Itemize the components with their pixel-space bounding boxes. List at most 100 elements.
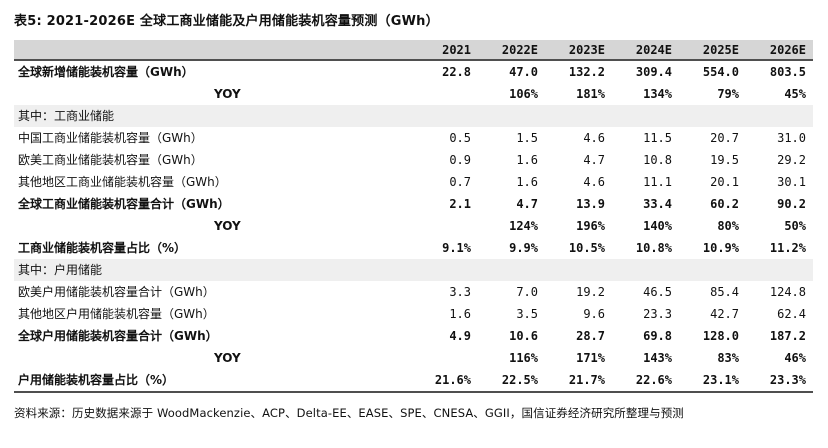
cell-value: 23.1% <box>679 369 746 393</box>
column-header-year: 2023E <box>545 40 612 61</box>
cell-value: 83% <box>717 351 739 365</box>
cell-value: 4.7 <box>583 153 605 167</box>
cell-value: 132.2 <box>568 65 605 79</box>
cell-value: 0.5 <box>449 131 471 145</box>
cell-value: 134% <box>643 87 672 101</box>
cell-value: 4.6 <box>583 175 605 189</box>
cell-value: 10.5% <box>568 241 605 255</box>
cell-value: 46.5 <box>643 285 672 299</box>
cell-value: 0.7 <box>449 175 471 189</box>
column-header-year: 2025E <box>679 40 746 61</box>
cell-value: 79% <box>717 87 739 101</box>
cell-value: 11.2% <box>769 241 806 255</box>
cell-value: 60.2 <box>710 197 739 211</box>
cell-value: 0.9 <box>449 153 471 167</box>
report-table-page: 表5: 2021-2026E 全球工商业储能及户用储能装机容量预测（GWh） 2… <box>14 14 813 420</box>
cell-value: 3.5 <box>516 307 538 321</box>
table-row: 其他地区工商业储能装机容量（GWh） 0.7 1.6 4.6 11.1 20.1 30.1 <box>14 171 813 193</box>
row-label: 欧美户用储能装机容量合计（GWh） <box>18 285 215 299</box>
cell-value: 1.5 <box>516 131 538 145</box>
cell-value: 62.4 <box>777 307 806 321</box>
cell-value: 554.0 <box>702 65 739 79</box>
row-label: 工商业储能装机容量占比（%） <box>18 241 187 255</box>
cell-value: 309.4 <box>635 65 672 79</box>
section-label: 其中：工商业储能 <box>14 105 813 127</box>
row-label: YOY <box>214 351 241 365</box>
row-label: 欧美工商业储能装机容量（GWh） <box>18 153 203 167</box>
cell-value: 4.6 <box>583 131 605 145</box>
cell-value <box>411 347 478 369</box>
table-row: 其他地区户用储能装机容量（GWh） 1.6 3.5 9.6 23.3 42.7 62.4 <box>14 303 813 325</box>
cell-value: 90.2 <box>777 197 806 211</box>
cell-value: 47.0 <box>509 65 538 79</box>
table-row: 欧美工商业储能装机容量（GWh） 0.9 1.6 4.7 10.8 19.5 29.2 <box>14 149 813 171</box>
cell-value: 13.9 <box>576 197 605 211</box>
column-header-year: 2026E <box>746 40 813 61</box>
cell-value: 20.7 <box>710 131 739 145</box>
section-row: 其中：户用储能 <box>14 259 813 281</box>
row-label: 全球新增储能装机容量（GWh） <box>18 65 194 79</box>
cell-value: 50% <box>784 219 806 233</box>
row-label: 其他地区工商业储能装机容量（GWh） <box>18 175 227 189</box>
cell-value: 124% <box>509 219 538 233</box>
table-row: 全球工商业储能装机容量合计（GWh） 2.1 4.7 13.9 33.4 60.2 90.2 <box>14 193 813 215</box>
storage-forecast-table: 2021 2022E 2023E 2024E 2025E 2026E 全球新增储能装机容量… <box>14 40 813 393</box>
cell-value: 19.2 <box>576 285 605 299</box>
cell-value: 42.7 <box>710 307 739 321</box>
cell-value: 23.3% <box>746 369 813 393</box>
cell-value: 1.6 <box>516 153 538 167</box>
column-header-year: 2022E <box>478 40 545 61</box>
cell-value: 116% <box>509 351 538 365</box>
table-title: 表5: 2021-2026E 全球工商业储能及户用储能装机容量预测（GWh） <box>14 14 439 29</box>
cell-value: 171% <box>576 351 605 365</box>
row-label: 全球工商业储能装机容量合计（GWh） <box>18 197 230 211</box>
row-label: YOY <box>214 219 241 233</box>
cell-value: 85.4 <box>710 285 739 299</box>
cell-value: 22.6% <box>612 369 679 393</box>
row-label: 中国工商业储能装机容量（GWh） <box>18 131 203 145</box>
cell-value: 11.5 <box>643 131 672 145</box>
cell-value: 31.0 <box>777 131 806 145</box>
table-row: 全球新增储能装机容量（GWh） 22.8 47.0 132.2 309.4 554.0 80… <box>14 60 813 83</box>
cell-value: 21.6% <box>411 369 478 393</box>
cell-value: 10.9% <box>702 241 739 255</box>
cell-value: 20.1 <box>710 175 739 189</box>
cell-value: 69.8 <box>643 329 672 343</box>
cell-value: 803.5 <box>769 65 806 79</box>
cell-value: 2.1 <box>449 197 471 211</box>
cell-value: 7.0 <box>516 285 538 299</box>
section-row: 其中：工商业储能 <box>14 105 813 127</box>
table-row: YOY 106% 181% 134% 79% 45% <box>14 83 813 105</box>
cell-value: 4.9 <box>449 329 471 343</box>
row-label: 全球户用储能装机容量合计（GWh） <box>18 329 218 343</box>
column-header-year: 2024E <box>612 40 679 61</box>
cell-value: 140% <box>643 219 672 233</box>
table-row: 户用储能装机容量占比（%） 21.6% 22.5% 21.7% 22.6% 23.1% 23… <box>14 369 813 393</box>
cell-value: 28.7 <box>576 329 605 343</box>
table-row: YOY 116% 171% 143% 83% 46% <box>14 347 813 369</box>
cell-value: 22.5% <box>478 369 545 393</box>
row-label: YOY <box>214 87 241 101</box>
cell-value: 80% <box>717 219 739 233</box>
column-header-empty <box>14 40 411 61</box>
cell-value: 4.7 <box>516 197 538 211</box>
source-note: 资料来源：历史数据来源于 WoodMackenzie、ACP、Delta-EE、… <box>14 406 684 420</box>
cell-value: 9.1% <box>442 241 471 255</box>
table-row: 中国工商业储能装机容量（GWh） 0.5 1.5 4.6 11.5 20.7 31.0 <box>14 127 813 149</box>
cell-value: 29.2 <box>777 153 806 167</box>
table-header-row: 2021 2022E 2023E 2024E 2025E 2026E <box>14 40 813 61</box>
cell-value <box>411 83 478 105</box>
section-label: 其中：户用储能 <box>14 259 813 281</box>
column-header-year: 2021 <box>411 40 478 61</box>
cell-value: 46% <box>784 351 806 365</box>
cell-value: 124.8 <box>769 285 806 299</box>
cell-value: 23.3 <box>643 307 672 321</box>
cell-value: 10.8% <box>635 241 672 255</box>
cell-value: 143% <box>643 351 672 365</box>
cell-value: 21.7% <box>545 369 612 393</box>
cell-value: 3.3 <box>449 285 471 299</box>
table-row: YOY 124% 196% 140% 80% 50% <box>14 215 813 237</box>
table-row: 欧美户用储能装机容量合计（GWh） 3.3 7.0 19.2 46.5 85.4 124.8 <box>14 281 813 303</box>
cell-value: 22.8 <box>442 65 471 79</box>
cell-value: 9.9% <box>509 241 538 255</box>
